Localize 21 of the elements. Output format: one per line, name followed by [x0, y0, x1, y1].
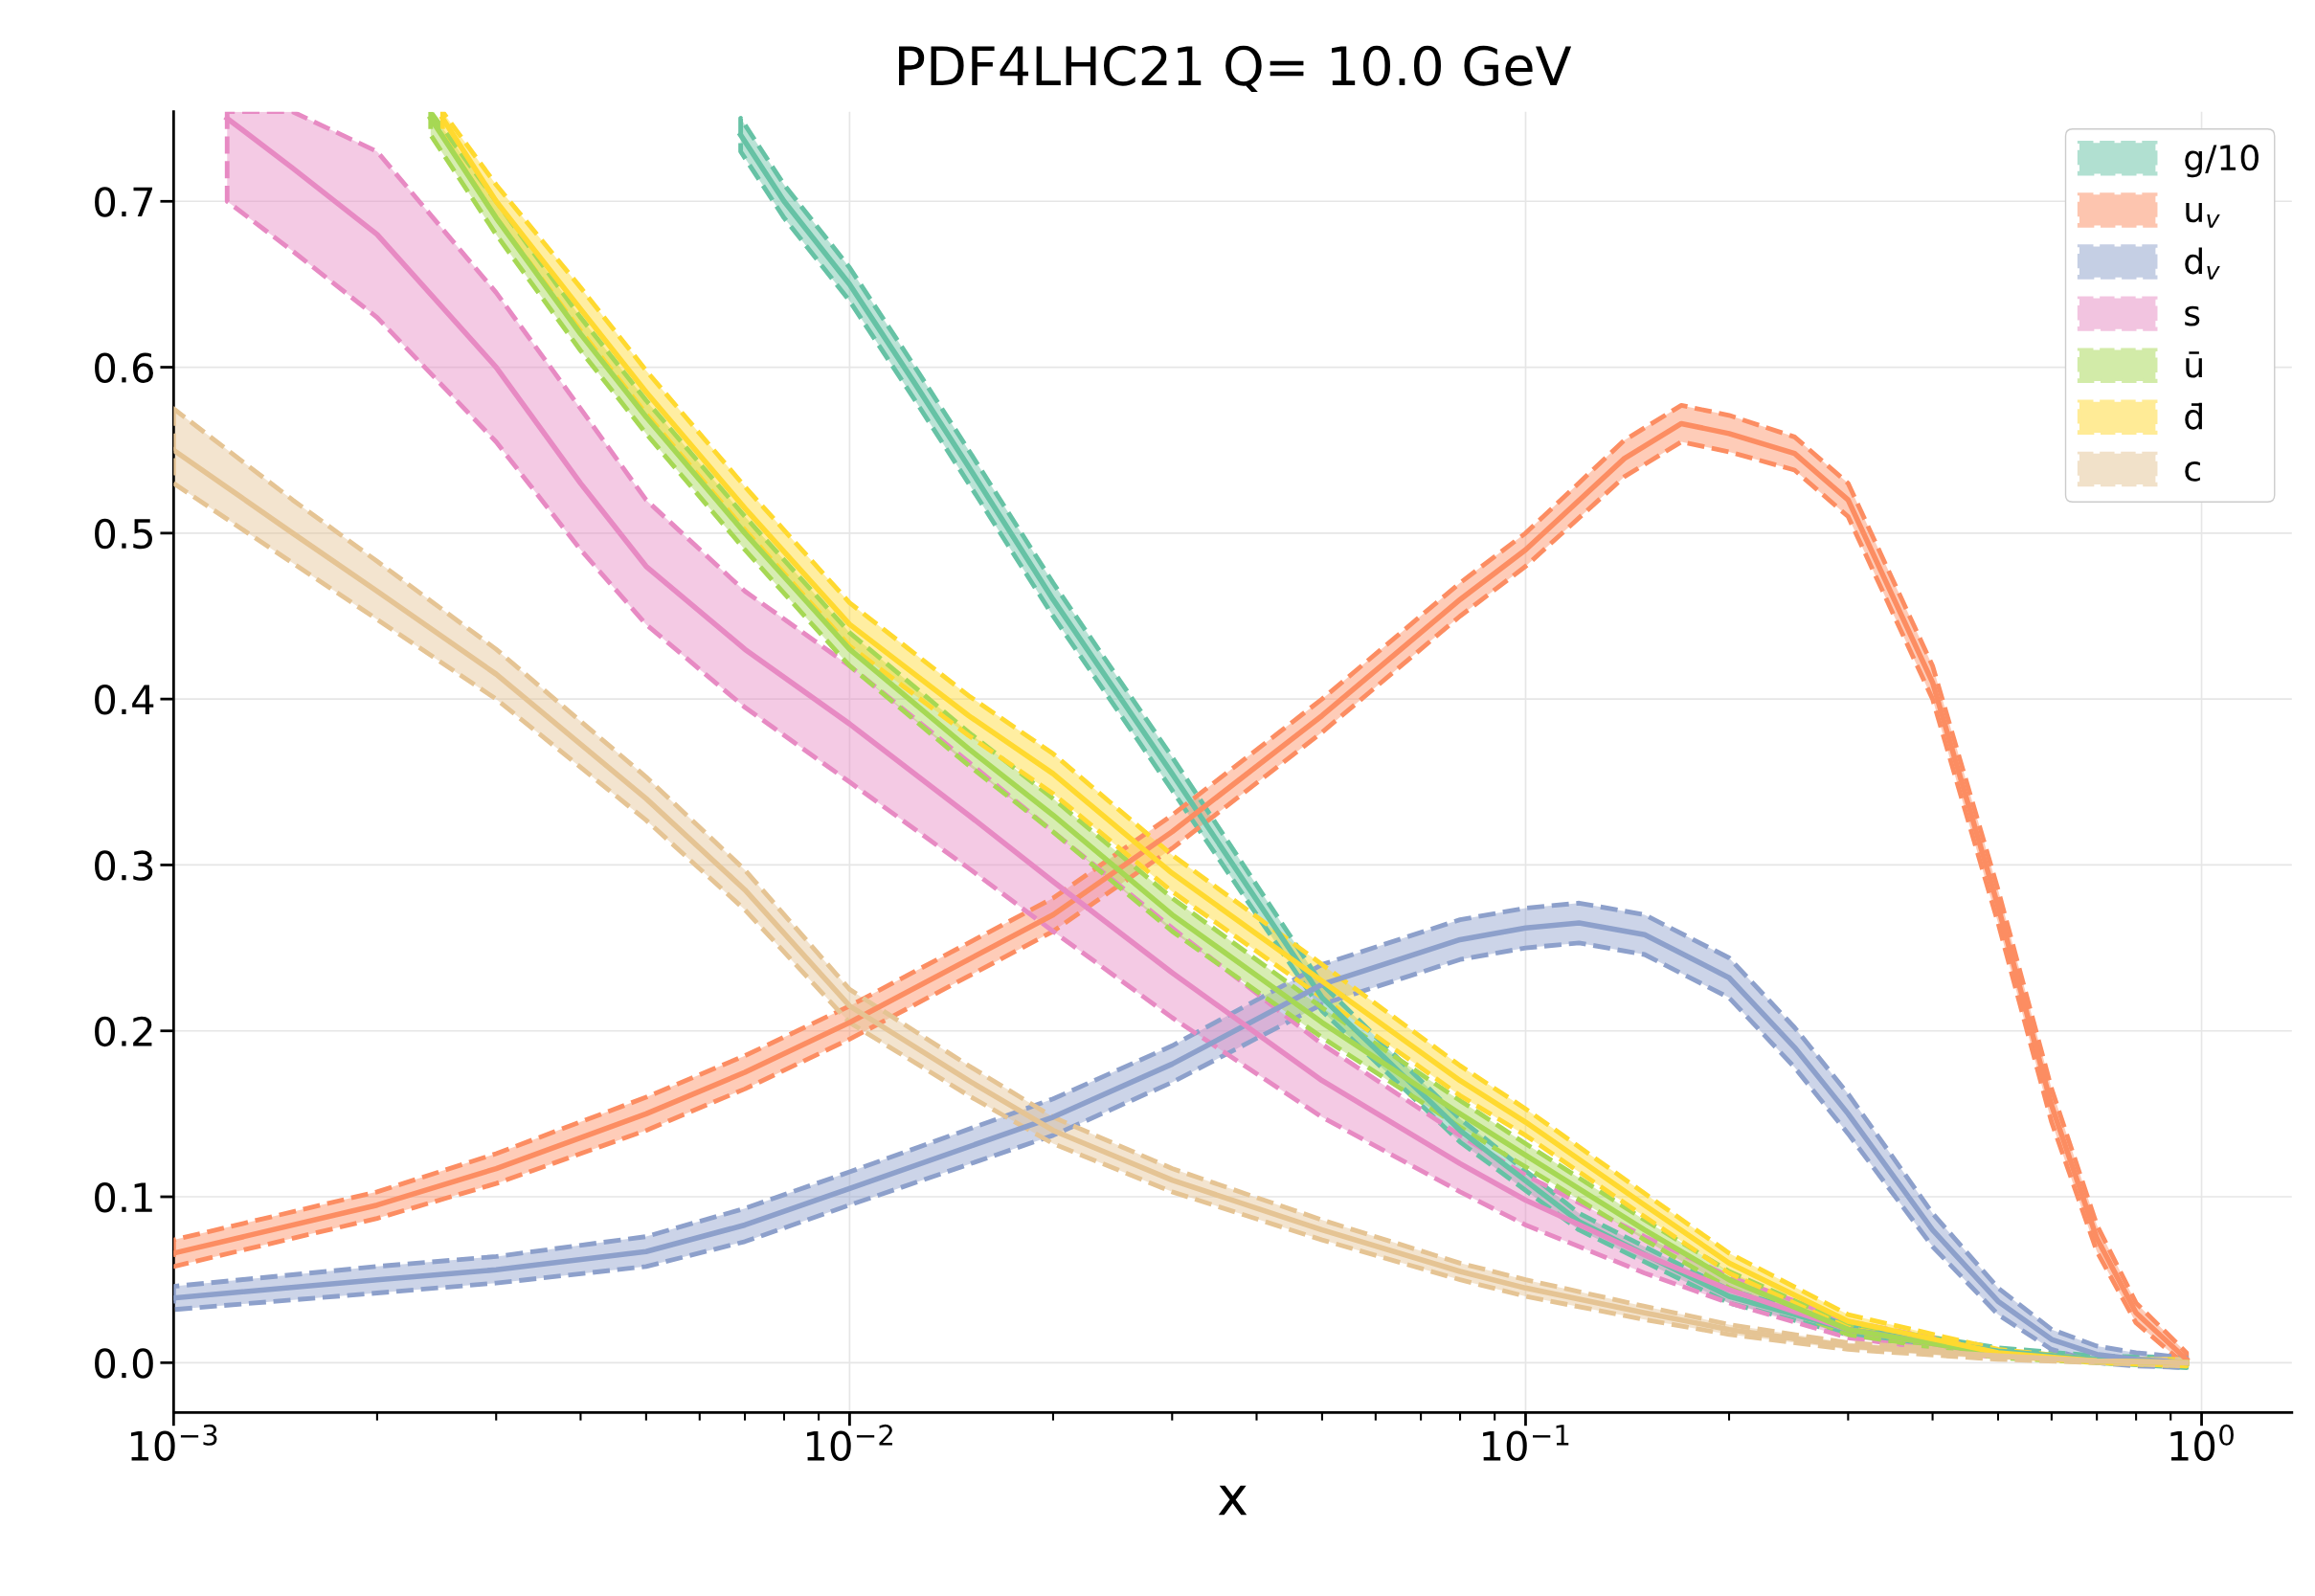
legend-label: ū: [2186, 351, 2202, 378]
y-tick-label: 0.4: [95, 685, 154, 715]
chart-title: PDF4LHC21 Q= 10.0 GeV: [899, 45, 1572, 93]
y-tick-label: 0.2: [95, 1016, 152, 1047]
legend-label: c: [2185, 461, 2200, 482]
legend-label: d̄: [2185, 402, 2202, 430]
x-tick-label: 10$^{0}$: [2170, 1424, 2234, 1461]
y-tick-label: 0.3: [95, 850, 153, 881]
legend-label: d$_{v}$: [2185, 247, 2220, 280]
x-tick-label: 10$^{−1}$: [1483, 1425, 1569, 1462]
y-tick-label: 0.1: [95, 1181, 152, 1213]
legend-label: g/10: [2185, 144, 2259, 178]
y-tick-label: 0.0: [95, 1348, 153, 1379]
y-tick-label: 0.7: [95, 187, 153, 217]
legend-label: u$_{v}$: [2186, 202, 2220, 228]
y-tick-label: 0.6: [95, 352, 153, 383]
legend-label: s: [2185, 305, 2200, 326]
y-tick-label: 0.5: [95, 518, 152, 550]
x-tick-label: 10$^{−2}$: [807, 1424, 892, 1461]
x-tick-label: 10$^{−3}$: [130, 1424, 217, 1461]
x-axis-title: x: [1218, 1485, 1247, 1516]
